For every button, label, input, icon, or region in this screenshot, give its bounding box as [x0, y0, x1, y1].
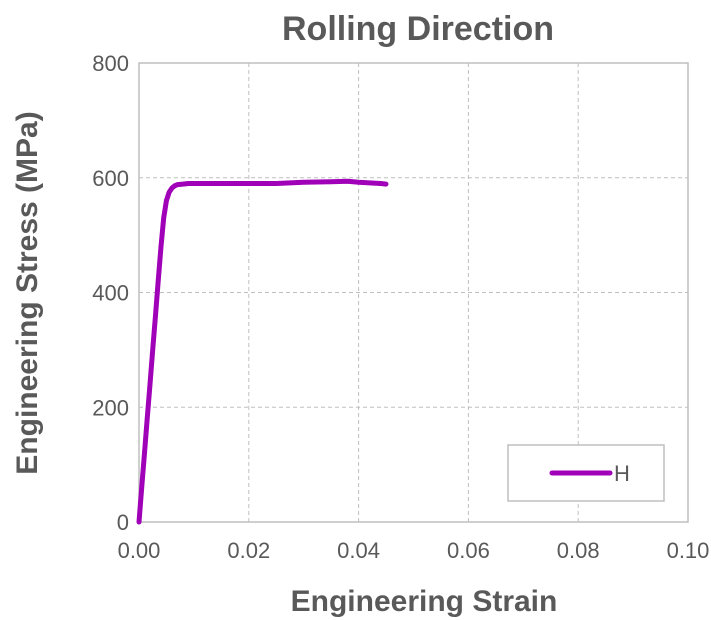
y-tick-label: 800 — [92, 51, 129, 76]
legend-label-h: H — [614, 461, 630, 486]
x-tick-label: 0.00 — [118, 538, 161, 563]
x-tick-label: 0.04 — [337, 538, 380, 563]
x-tick-label: 0.02 — [227, 538, 270, 563]
y-tick-label: 600 — [92, 166, 129, 191]
x-tick-label: 0.10 — [667, 538, 710, 563]
series-line-h — [136, 178, 389, 525]
legend: H — [507, 444, 665, 502]
x-tick-label: 0.08 — [557, 538, 600, 563]
y-tick-label: 200 — [92, 395, 129, 420]
x-tick-label: 0.06 — [447, 538, 490, 563]
y-tick-label: 0 — [117, 510, 129, 535]
x-tick-labels: 0.00 0.02 0.04 0.06 0.08 0.10 — [118, 538, 710, 563]
chart-title: Rolling Direction — [282, 10, 554, 48]
y-tick-label: 400 — [92, 281, 129, 306]
x-axis-title: Engineering Strain — [291, 585, 558, 618]
y-axis-title: Engineering Stress (MPa) — [11, 111, 44, 474]
grid-lines — [139, 63, 688, 522]
plot-frame — [138, 62, 689, 523]
y-tick-labels: 0 200 400 600 800 — [92, 51, 129, 535]
